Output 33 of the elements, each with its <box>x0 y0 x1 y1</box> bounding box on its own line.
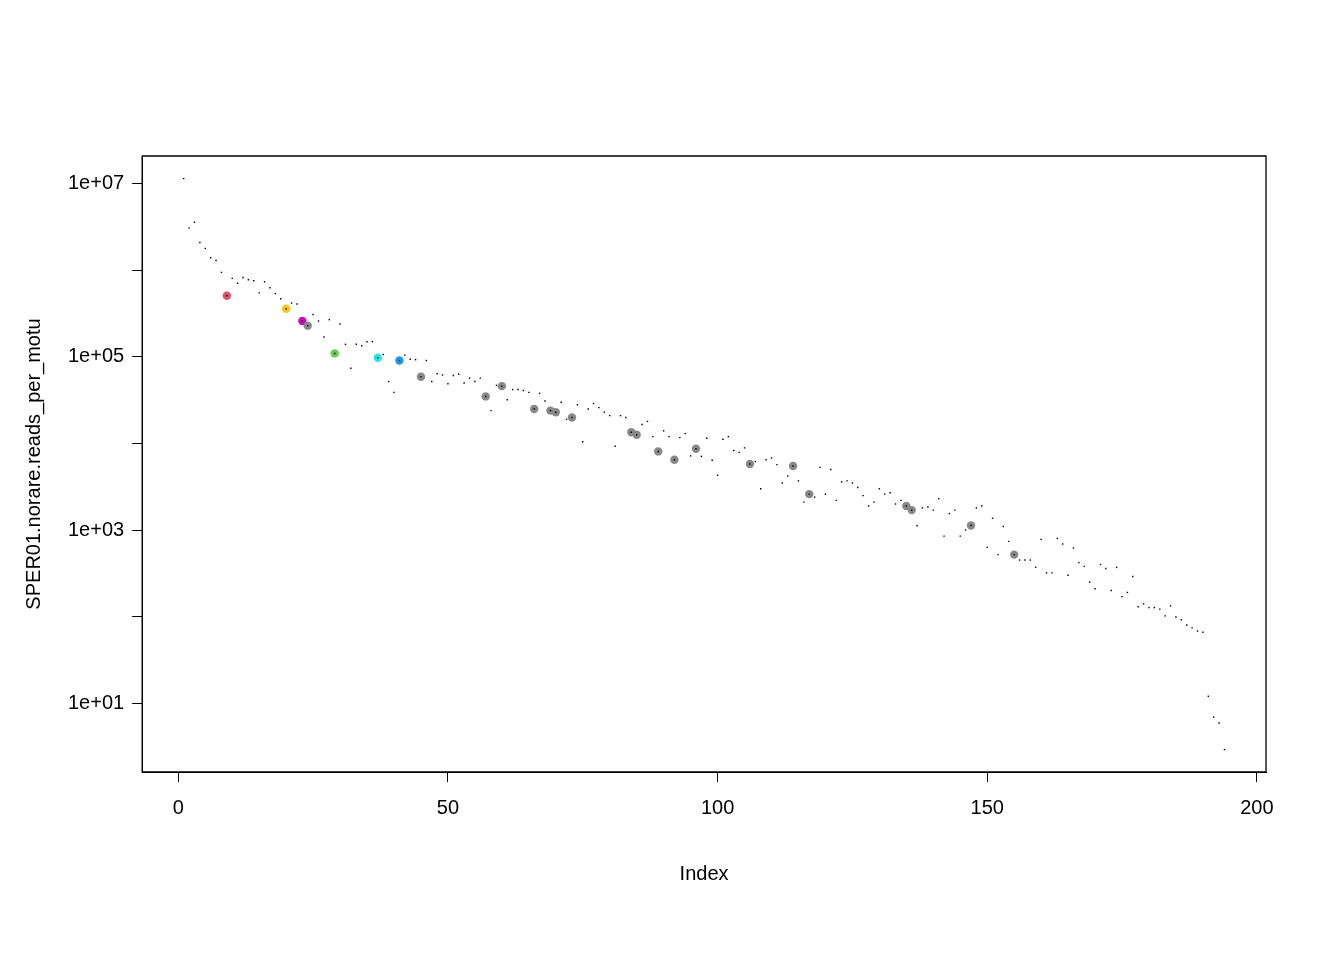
point <box>632 430 641 440</box>
y-tick-label: 1e+03 <box>68 517 125 540</box>
point <box>654 447 663 456</box>
point <box>373 353 383 362</box>
x-tick-label: 150 <box>970 795 1004 818</box>
point <box>497 381 507 391</box>
point <box>691 444 701 453</box>
point <box>416 372 426 381</box>
point <box>805 489 814 499</box>
y-tick-label: 1e+07 <box>68 171 125 194</box>
point <box>530 404 539 414</box>
point <box>966 521 976 530</box>
point <box>303 321 312 330</box>
point <box>567 413 577 422</box>
point <box>745 459 755 469</box>
point <box>281 304 291 314</box>
x-tick-label: 50 <box>436 795 460 818</box>
y-tick-label: 1e+01 <box>68 690 125 713</box>
point <box>298 316 307 326</box>
y-axis-title: SPER01.norare.reads_per_motu <box>21 318 45 610</box>
x-tick-label: 100 <box>700 795 735 818</box>
point <box>330 349 339 358</box>
y-tick-label: 1e+05 <box>68 344 125 367</box>
x-tick-label: 0 <box>172 795 184 818</box>
point <box>907 505 916 515</box>
x-axis-title: Index <box>679 861 729 884</box>
point <box>1009 550 1019 559</box>
point <box>551 408 560 417</box>
point <box>481 392 490 401</box>
point <box>670 455 679 464</box>
point <box>788 461 798 471</box>
point <box>222 291 232 300</box>
x-tick-label: 200 <box>1240 795 1274 818</box>
